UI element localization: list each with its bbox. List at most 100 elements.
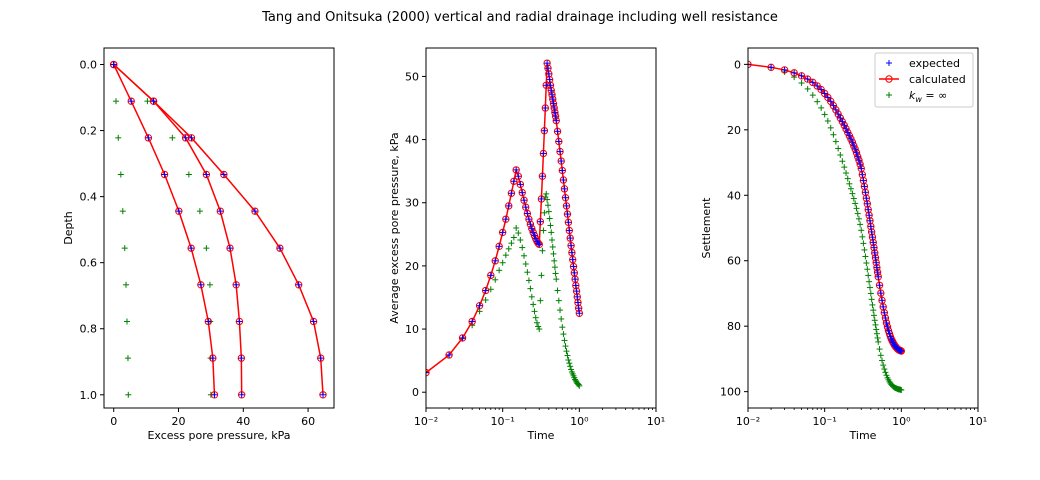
panel-2-calculated-point-31 (537, 195, 546, 203)
panel-3-calculated-point-3 (790, 69, 798, 77)
panel-2-calculated-point-74 (575, 309, 584, 317)
panel-2-calculated-point-58 (562, 202, 571, 210)
panel-2-calculated-point-33 (539, 149, 548, 158)
panel-1-calculated-profile-1-point-2 (144, 134, 153, 142)
panel-2-calculated-point-61 (565, 226, 574, 235)
panel-3-ytick-label-4: 80 (727, 320, 741, 333)
legend-calculated-label: calculated (909, 73, 966, 86)
panel-2-calculated-point-4 (475, 301, 484, 310)
panel-2-calculated-point-69 (572, 281, 580, 290)
panel-3-calculated-point-4 (797, 72, 806, 80)
panel-2-calculated-point-65 (569, 255, 577, 264)
legend-label-base: k (909, 89, 916, 102)
panel-2-xtick-label-0: 10⁻² (414, 415, 438, 428)
panel-3-calculated-point-56 (882, 319, 891, 327)
legend-infinite-label: kw = ∞ (909, 89, 947, 104)
panel-2-calculated-point-39 (545, 70, 553, 78)
panel-1-calculated-profile-1-point-8 (209, 354, 217, 362)
panel-1-calculated-profile-2-point-7 (235, 317, 244, 326)
panel-2-ytick-label-1: 10 (405, 323, 419, 336)
panel-2-calculated-point-46 (550, 104, 558, 112)
panel-1-calculated-profile-1-line (113, 64, 216, 395)
panel-1-calculated-profile-2-point-3 (202, 170, 211, 179)
panel-1-calculated-profile-1-point-3 (160, 170, 169, 179)
panel-2-calculated-point-5 (481, 286, 490, 295)
panel-3-ytick-label-1: 20 (727, 124, 741, 137)
panel-3-calculated-point-44 (871, 249, 879, 257)
panel-2-calculated-point-3 (468, 317, 476, 326)
panel-3-xtick-label-0: 10⁻² (736, 415, 760, 428)
panel-2-calculated-point-11 (505, 202, 513, 210)
panel-1-xtick-label-1: 20 (172, 415, 186, 428)
panel-1-calculated-profile-3-point-6 (294, 281, 303, 289)
panel-2-ytick-label-3: 30 (405, 197, 419, 210)
panel-3-ytick-label-5: 100 (720, 386, 741, 399)
panel-3-calculated-point-40 (867, 228, 876, 236)
panel-3-calculated-point-48 (873, 268, 882, 276)
panel-3-calculated-point-55 (881, 314, 890, 322)
figure-title: Tang and Onitsuka (2000) vertical and ra… (261, 10, 778, 25)
panel-2-calculated-point-6 (487, 271, 495, 280)
panel-2-calculated-point-2 (458, 334, 467, 342)
panel-1-calculated-profile-1-point-7 (204, 317, 213, 326)
panel-1-calculated-profile-3-point-9 (319, 391, 327, 399)
panel-3-calculated-point-34 (862, 194, 871, 202)
panel-3-xtick-label-1: 10⁻¹ (813, 415, 837, 428)
panel-3-calculated-point-43 (870, 243, 878, 252)
panel-2-calculated-point-8 (495, 242, 503, 251)
panel-3-ytick-label-2: 40 (727, 189, 741, 202)
panel-1-calculated-profile-2-point-9 (237, 391, 246, 399)
panel-1-frame (103, 47, 335, 409)
panel-2-calculated-point-56 (560, 185, 569, 193)
legend: expected calculated kw = ∞ (874, 52, 974, 108)
panel-2-calculated-point-52 (556, 147, 564, 156)
panel-2-frame (425, 47, 657, 409)
panel-1-calculated-profile-1-point-5 (187, 244, 195, 252)
legend-box (874, 52, 974, 108)
panel-2-ytick-label-2: 20 (405, 260, 419, 273)
panel-2-xlabel: Time (527, 429, 555, 442)
panel-3-calculated-point-42 (869, 238, 877, 247)
panel-3-data (748, 60, 906, 393)
panel-1-ytick-label-5: 1.0 (80, 389, 98, 402)
panel-2-calculated-point-51 (555, 137, 563, 146)
panel-2-calculated-point-50 (553, 127, 562, 136)
legend-label-rest: = ∞ (922, 89, 947, 102)
panel-2-data (426, 59, 584, 389)
panel-3-ytick-label-0: 0 (734, 58, 741, 71)
panel-2-calculated-point-44 (549, 95, 557, 103)
panel-1-ytick-label-0: 0.0 (80, 59, 98, 72)
panel-2-calculated-point-40 (545, 75, 554, 84)
panel-2-calculated-point-59 (563, 210, 572, 218)
panel-2-calculated-point-14 (512, 166, 520, 174)
panel-3-calculated-point-37 (865, 211, 873, 219)
panel-1-ytick-label-2: 0.4 (80, 191, 98, 204)
panel-2-ytick-label-4: 40 (405, 134, 419, 147)
panel-2-calculated-point-0 (426, 368, 430, 377)
panel-3-frame (747, 47, 979, 409)
panel-3-calculated-point-6 (809, 78, 817, 87)
panel-2-calculated-point-10 (502, 215, 510, 223)
panel-1-ytick-label-1: 0.2 (80, 125, 98, 138)
panel-3-calculated-point-1 (767, 63, 775, 72)
legend-label-subscript: w (915, 95, 922, 104)
panel-1-calculated-profile-3-point-5 (276, 244, 284, 252)
panel-2-calculated-point-63 (567, 241, 575, 250)
panel-2-calculated-point-21 (525, 215, 533, 223)
panel-1-calculated-profile-2-point-5 (226, 244, 234, 252)
panel-2-xtick-label-1: 10⁻¹ (491, 415, 515, 428)
panel-2-calculated-point-30 (536, 217, 545, 226)
panel-3-calculated-point-38 (866, 217, 874, 225)
panel-1-ytick-label-3: 0.6 (80, 257, 98, 270)
panel-2-calculated-point-49 (552, 116, 560, 125)
panel-2-calculated-point-23 (528, 224, 536, 233)
panel-1-calculated-profile-2-point-8 (237, 354, 246, 362)
panel-2-ytick-label-5: 50 (405, 70, 419, 83)
panel-1-calculated-profile-3-point-4 (251, 207, 259, 215)
panel-2-xtick-label-3: 10¹ (647, 415, 665, 428)
panel-3-calculated-point-54 (880, 309, 889, 317)
panel-1-calculated-profile-2-point-4 (216, 207, 224, 215)
panel-2-calculated-point-53 (557, 157, 565, 165)
panel-1-calculated-profile-1-point-4 (175, 207, 183, 215)
